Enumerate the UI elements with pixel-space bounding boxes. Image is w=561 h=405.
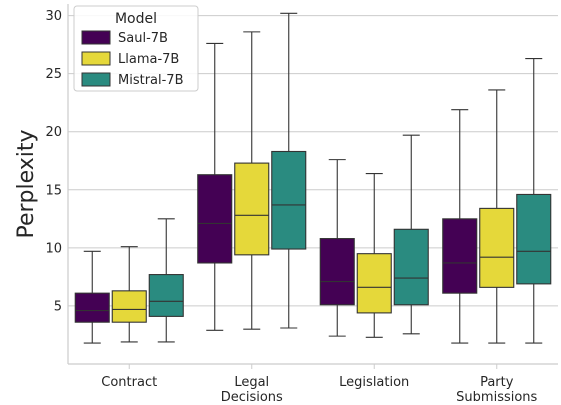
iqr-box	[234, 162, 270, 256]
box-llama-7b	[234, 31, 270, 330]
iqr-box	[319, 238, 355, 306]
iqr-box	[479, 207, 515, 288]
box-mistral-7b	[148, 218, 184, 343]
x-tick-label: Submissions	[456, 390, 537, 405]
y-axis-label: Perplexity	[14, 129, 39, 238]
box-llama-7b	[111, 246, 147, 343]
legend-swatch	[81, 51, 111, 66]
box-llama-7b	[479, 89, 515, 344]
x-tick-label: Decisions	[221, 390, 283, 405]
iqr-box	[111, 290, 147, 323]
legend-title: Model	[115, 11, 157, 27]
box-mistral-7b	[516, 58, 552, 344]
box-saul-7b	[197, 42, 233, 331]
iqr-box	[393, 228, 429, 306]
iqr-box	[74, 292, 110, 323]
y-tick-label: 25	[45, 67, 62, 82]
legend-label: Llama-7B	[118, 52, 179, 67]
box-groups	[74, 12, 552, 344]
box-mistral-7b	[393, 134, 429, 335]
box-mistral-7b	[271, 12, 307, 329]
x-tick-label: Legal	[234, 375, 269, 390]
iqr-box	[356, 253, 392, 314]
box-saul-7b	[319, 159, 355, 337]
x-tick-label: Party	[480, 375, 514, 390]
legend-label: Mistral-7B	[118, 73, 184, 88]
y-tick-label: 10	[45, 241, 62, 256]
iqr-box	[197, 174, 233, 264]
axes: 5 10 15 20 25 30 Perplexity Contract LegalDecisi…	[14, 4, 558, 405]
y-tick-label: 30	[45, 9, 62, 24]
legend-frame	[73, 5, 199, 92]
iqr-box	[516, 193, 552, 285]
iqr-box	[148, 274, 184, 317]
iqr-box	[271, 150, 307, 250]
box-llama-7b	[356, 172, 392, 338]
iqr-box	[442, 218, 478, 294]
box-saul-7b	[74, 250, 110, 344]
y-tick-label: 5	[54, 299, 62, 314]
legend-label: Saul-7B	[118, 31, 168, 46]
y-tick-label: 20	[45, 125, 62, 140]
x-tick-label: Contract	[101, 375, 157, 390]
box-saul-7b	[442, 109, 478, 344]
legend-swatch	[81, 72, 111, 87]
y-tick-label: 15	[45, 183, 62, 198]
legend: Model Saul-7B Llama-7B Mistral-7B	[73, 5, 199, 92]
x-tick-label: Legislation	[339, 375, 409, 390]
legend-swatch	[81, 30, 111, 45]
